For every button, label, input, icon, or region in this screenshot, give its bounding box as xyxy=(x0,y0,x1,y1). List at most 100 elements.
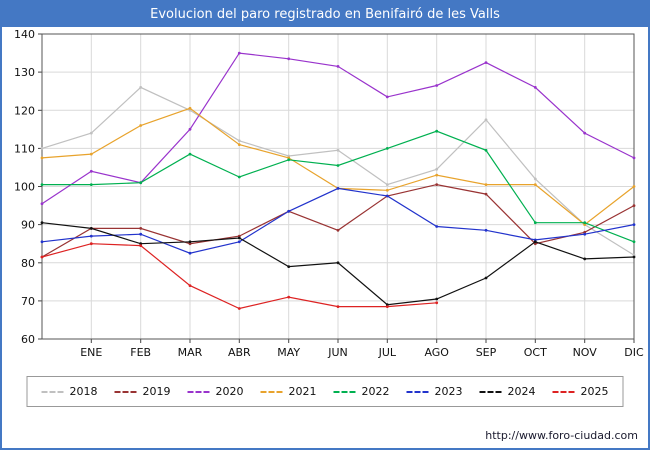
data-point xyxy=(385,183,389,187)
data-point xyxy=(89,227,93,230)
data-point xyxy=(40,255,44,259)
data-point xyxy=(632,240,636,244)
data-point xyxy=(484,118,488,122)
legend-label: 2025 xyxy=(580,385,609,398)
data-point xyxy=(435,297,439,301)
data-point xyxy=(385,95,389,99)
legend-item-2023: 2023 xyxy=(406,385,463,398)
chart-title-bar: Evolucion del paro registrado en Benifai… xyxy=(2,2,648,27)
data-point xyxy=(435,225,439,228)
y-tick-label: 90 xyxy=(21,219,35,232)
data-point xyxy=(632,223,636,227)
x-tick-label: ABR xyxy=(228,346,251,359)
data-point xyxy=(237,51,241,55)
data-point xyxy=(139,181,143,185)
line-chart: 60 70 80 90 100 110 120 130 140 ENE FEB MAR ABR MAY JU… xyxy=(14,28,644,359)
data-point xyxy=(139,244,143,248)
legend-line-swatch xyxy=(552,390,575,393)
data-point xyxy=(435,173,439,177)
data-point xyxy=(188,152,192,156)
data-point xyxy=(287,57,291,61)
data-point xyxy=(89,169,93,173)
data-point xyxy=(237,175,241,179)
data-point xyxy=(583,232,587,236)
legend-item-2024: 2024 xyxy=(479,385,536,398)
data-point xyxy=(139,124,143,127)
chart-title: Evolucion del paro registrado en Benifai… xyxy=(150,7,500,22)
data-point xyxy=(188,284,192,287)
data-point xyxy=(583,131,587,135)
y-tick-label: 100 xyxy=(14,181,35,194)
legend: 2018 2019 2020 2021 2022 2023 2024 2025 xyxy=(26,376,624,407)
series-2023 xyxy=(40,187,636,255)
data-point xyxy=(484,192,488,196)
y-tick-label: 110 xyxy=(14,142,35,155)
data-point xyxy=(385,147,389,150)
data-point xyxy=(632,204,636,208)
x-tick-label: DIC xyxy=(624,346,644,359)
footer-link[interactable]: http://www.foro-ciudad.com xyxy=(485,429,638,442)
data-point xyxy=(484,148,488,152)
data-point xyxy=(336,228,340,232)
data-point xyxy=(336,187,340,190)
data-point xyxy=(139,86,143,89)
data-point xyxy=(139,227,143,230)
data-point xyxy=(632,156,636,160)
legend-label: 2023 xyxy=(434,385,463,398)
data-point xyxy=(40,183,44,187)
x-tick-label: MAR xyxy=(178,346,203,359)
legend-line-swatch xyxy=(406,390,429,393)
data-point xyxy=(40,202,44,206)
data-point xyxy=(139,232,143,236)
legend-item-2020: 2020 xyxy=(187,385,244,398)
y-tick-label: 140 xyxy=(14,28,35,41)
y-tick-label: 80 xyxy=(21,257,35,270)
data-point xyxy=(435,129,439,133)
legend-line-swatch xyxy=(41,390,64,393)
legend-label: 2022 xyxy=(361,385,390,398)
legend-item-2022: 2022 xyxy=(333,385,390,398)
data-point xyxy=(89,152,93,156)
data-point xyxy=(89,242,93,246)
legend-line-swatch xyxy=(479,390,502,393)
legend-label: 2021 xyxy=(288,385,317,398)
legend-line-swatch xyxy=(333,390,356,393)
x-tick-label: OCT xyxy=(524,346,547,359)
data-point xyxy=(336,305,340,308)
data-point xyxy=(89,183,93,187)
data-point xyxy=(533,183,537,187)
data-point xyxy=(188,240,192,244)
data-point xyxy=(632,255,636,259)
data-point xyxy=(287,209,291,213)
data-point xyxy=(188,106,192,110)
data-point xyxy=(40,221,44,225)
x-tick-label: AGO xyxy=(424,346,449,359)
data-point xyxy=(188,108,192,112)
data-point xyxy=(484,228,488,232)
data-point xyxy=(435,84,439,87)
data-point xyxy=(385,305,389,308)
data-point xyxy=(484,183,488,187)
data-point xyxy=(237,307,241,310)
legend-label: 2019 xyxy=(142,385,171,398)
legend-label: 2020 xyxy=(215,385,244,398)
data-point xyxy=(533,240,537,244)
data-point xyxy=(533,177,537,181)
y-tick-label: 70 xyxy=(21,295,35,308)
data-point xyxy=(336,261,340,265)
legend-line-swatch xyxy=(187,390,210,393)
data-point xyxy=(336,65,340,68)
data-point xyxy=(435,301,439,305)
y-tick-label: 120 xyxy=(14,104,35,117)
data-point xyxy=(533,86,537,89)
data-point xyxy=(336,148,340,152)
data-point xyxy=(385,188,389,192)
y-tick-label: 130 xyxy=(14,66,35,79)
x-tick-label: MAY xyxy=(277,346,300,359)
data-point xyxy=(237,143,241,146)
data-point xyxy=(237,139,241,143)
series-2025 xyxy=(40,242,439,310)
series-2022 xyxy=(40,129,636,244)
data-point xyxy=(188,251,192,255)
